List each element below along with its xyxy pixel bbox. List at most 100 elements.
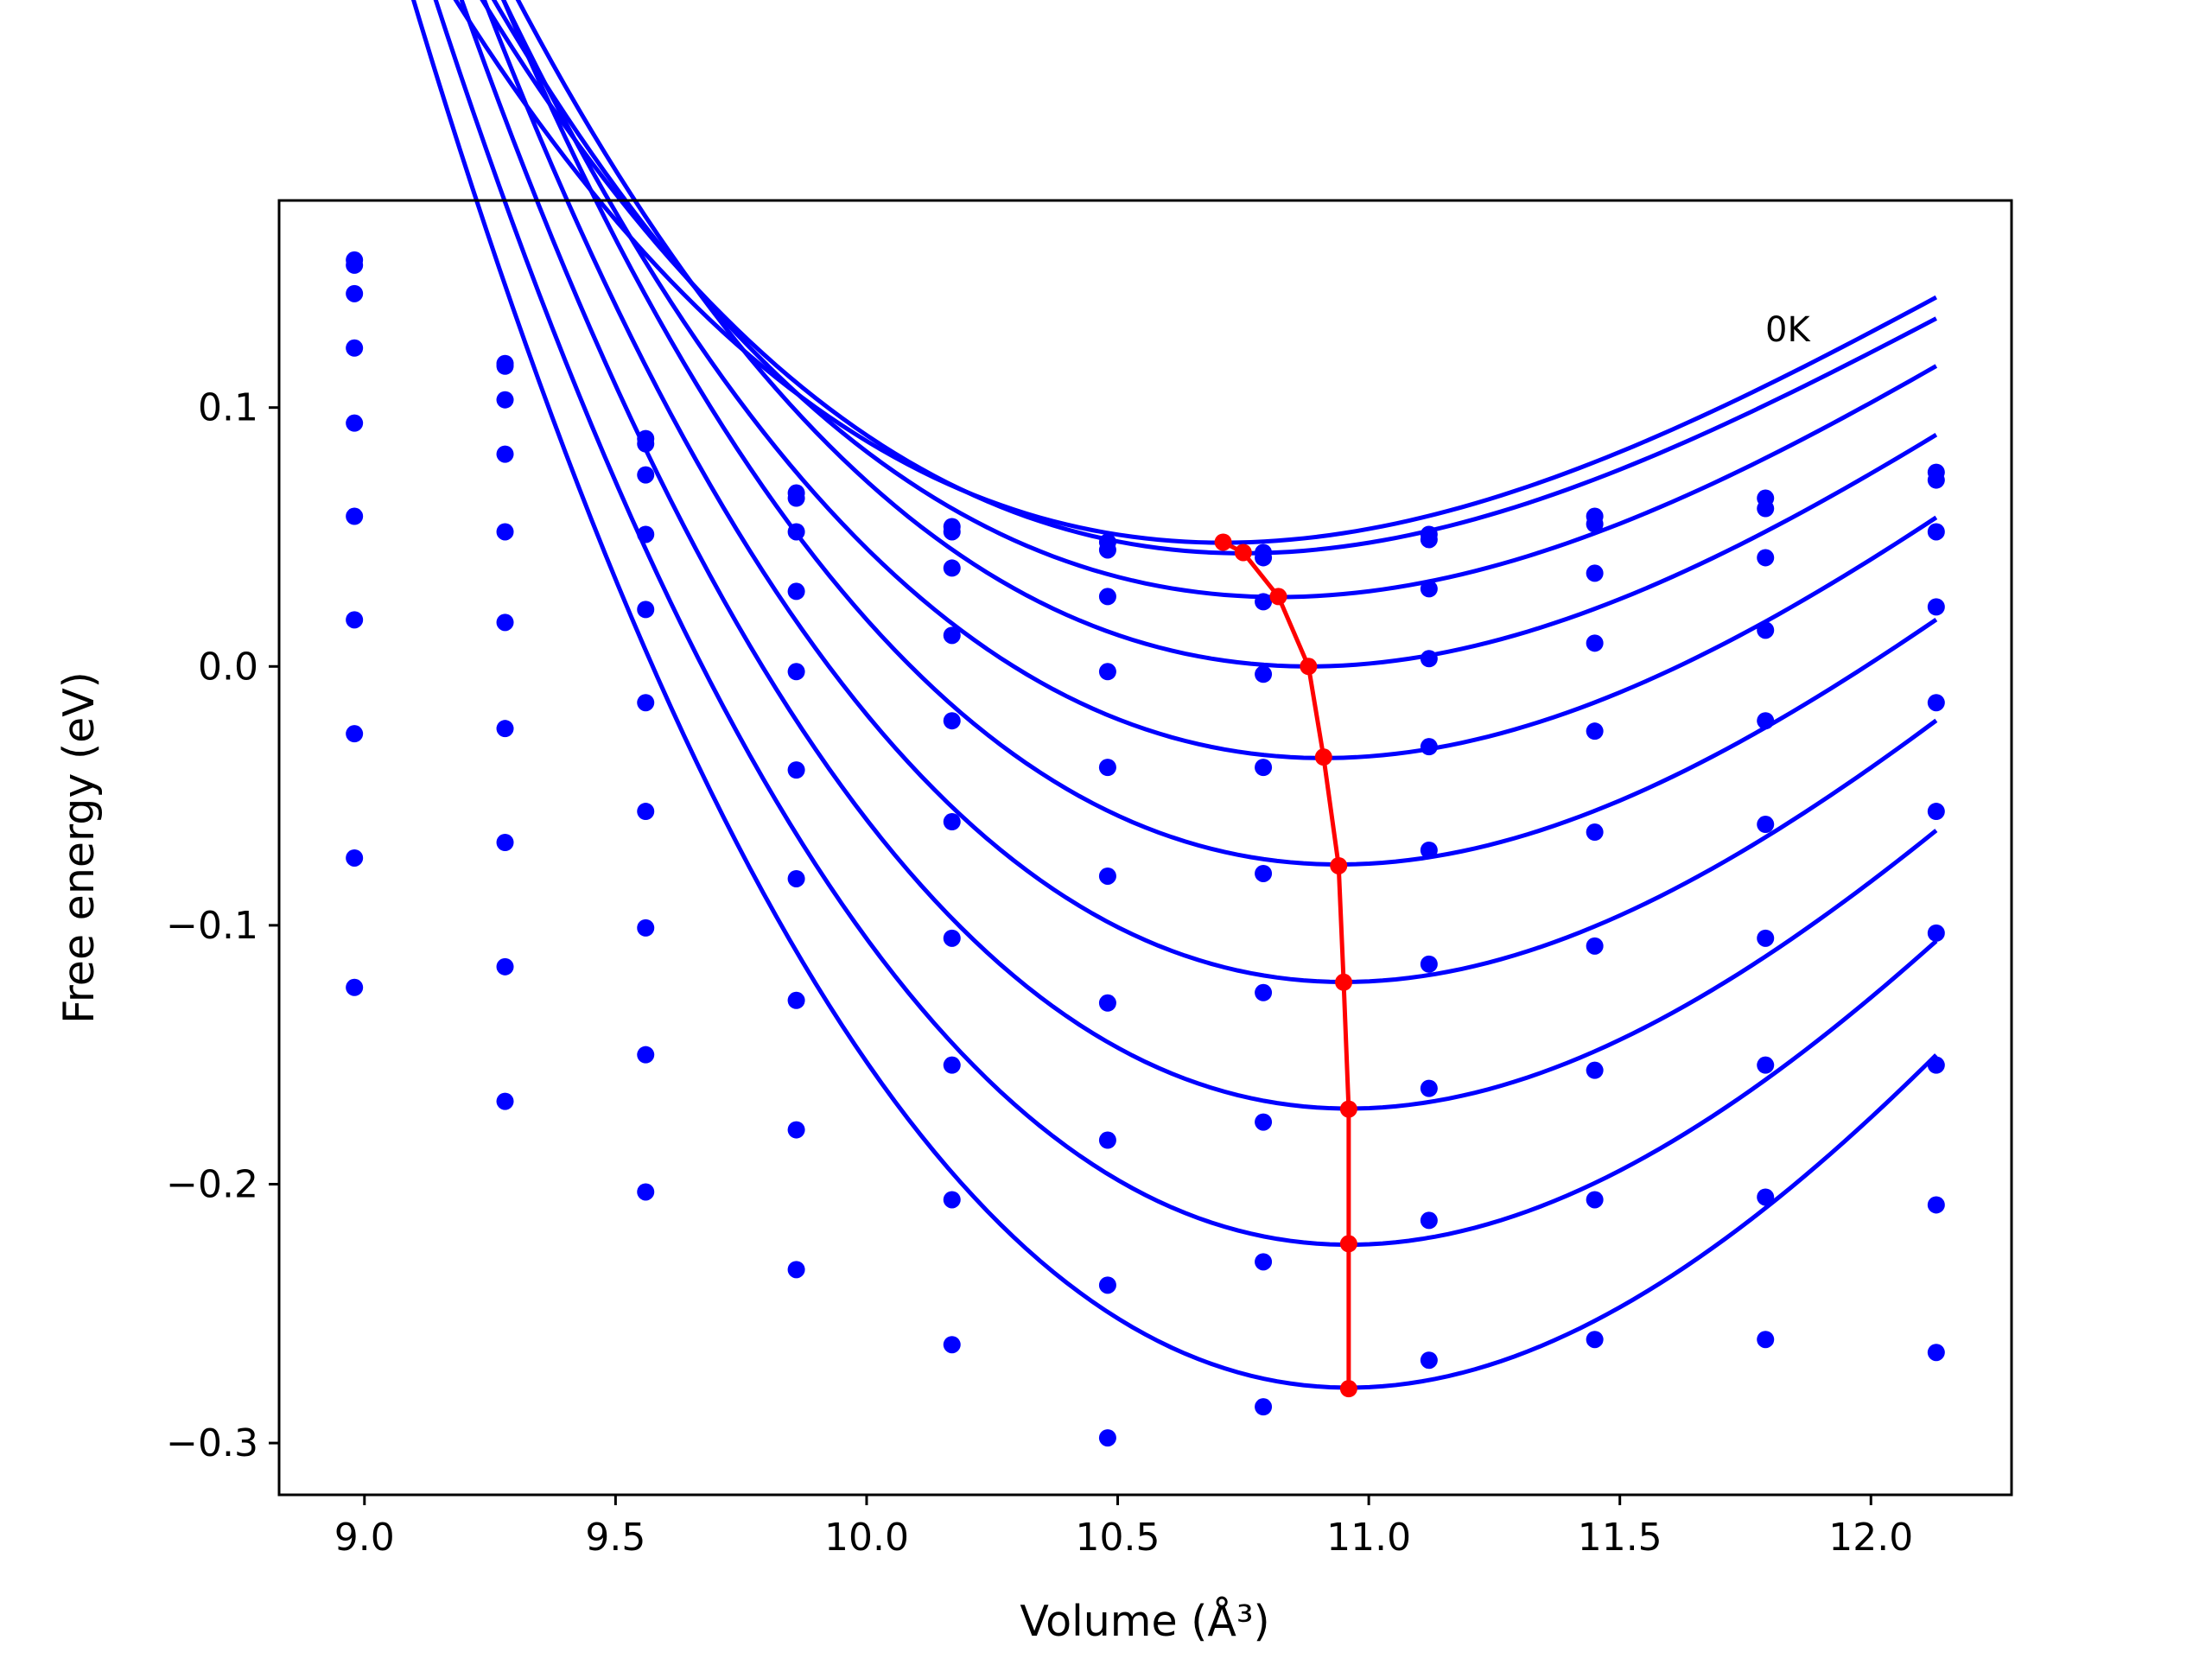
minimum-point [1269,588,1287,606]
data-point [496,834,514,852]
data-point [943,1056,961,1074]
data-point [1420,650,1438,668]
data-point [1927,803,1945,821]
plot-frame [277,199,2013,1497]
data-point [1255,864,1273,882]
data-point [787,582,805,601]
data-point [496,391,514,409]
data-point [1927,598,1945,616]
data-point [346,414,364,432]
data-point [1420,955,1438,973]
fit-curve-7 [481,0,1938,984]
data-point [1420,1351,1438,1370]
data-point [1255,759,1273,777]
data-point [1757,816,1775,834]
data-point [346,849,364,867]
minimum-point [1330,856,1348,874]
data-point [1098,588,1116,606]
data-point [787,761,805,779]
data-point [1420,1079,1438,1097]
x-tick-label: 9.0 [334,1516,395,1560]
data-point [1255,1113,1273,1131]
minimum-point [1300,658,1318,676]
data-point [1098,867,1116,885]
data-point [1757,712,1775,730]
data-point [1757,929,1775,947]
data-point [637,466,655,484]
x-tick-label: 12.0 [1828,1516,1913,1560]
data-point [496,720,514,738]
data-point [346,284,364,302]
data-point [1586,634,1604,652]
data-point [1098,994,1116,1012]
data-point [346,256,364,274]
data-point [943,1191,961,1209]
x-tick-label: 10.5 [1076,1516,1160,1560]
minimum-point [1234,543,1252,562]
data-point [1255,665,1273,683]
data-point [1098,541,1116,559]
data-point [637,1046,655,1064]
data-point [496,445,514,463]
fit-curve-8 [459,0,1938,1111]
y-tick-label: 0.1 [198,386,258,430]
data-point [1927,694,1945,712]
data-point [1586,823,1604,842]
minimum-path [1214,533,1357,1398]
minimum-point [1314,748,1332,766]
data-point [637,435,655,453]
data-point [637,1183,655,1201]
data-point [637,525,655,543]
data-point [346,978,364,996]
data-point [1098,663,1116,681]
fit-curve-2 [480,0,1937,556]
fit-curves [410,0,1938,1390]
minimum-point [1339,1235,1357,1253]
fit-curve-5 [501,0,1938,760]
x-tick-label: 10.0 [824,1516,909,1560]
minimum-point [1339,1100,1357,1118]
data-point [1420,580,1438,598]
data-point [637,803,655,821]
fit-curve-6 [501,0,1938,867]
data-point [1586,1331,1604,1349]
data-point [1255,1398,1273,1416]
temperature-annotation: 0K [1765,310,1811,350]
data-point [943,523,961,541]
minimum-point [1214,533,1232,551]
data-point [787,663,805,681]
data-point [346,339,364,357]
minimum-point [1339,1380,1357,1398]
data-point [1927,523,1945,541]
data-point [787,1261,805,1279]
data-point [1927,1344,1945,1362]
data-point [1927,924,1945,942]
data-point [943,626,961,645]
data-point [1098,1131,1116,1149]
data-point [1757,1331,1775,1349]
data-point [943,813,961,831]
data-point [1420,1211,1438,1230]
minimum-path-line [1222,540,1351,1389]
fit-curve-1 [453,0,1938,545]
data-point [1757,621,1775,639]
data-point [943,1336,961,1354]
data-point [787,991,805,1009]
data-point [787,1121,805,1139]
data-point [637,918,655,937]
axis-ticks: 9.0 9.5 10.0 10.5 11.0 11.5 12.0 −0.3 −0.2 −0.1 0.… [166,386,1913,1560]
data-point [1586,564,1604,582]
data-point [496,613,514,632]
y-tick-label: −0.1 [166,904,258,948]
data-points [346,251,1945,1447]
x-tick-label: 9.5 [585,1516,645,1560]
data-point [1757,1188,1775,1206]
y-tick-label: 0.0 [198,645,258,689]
data-point [943,559,961,577]
y-tick-label: −0.2 [166,1162,258,1206]
data-point [1757,499,1775,518]
x-tick-label: 11.5 [1578,1516,1662,1560]
x-tick-label: 11.0 [1326,1516,1411,1560]
data-point [496,523,514,541]
data-point [346,507,364,525]
